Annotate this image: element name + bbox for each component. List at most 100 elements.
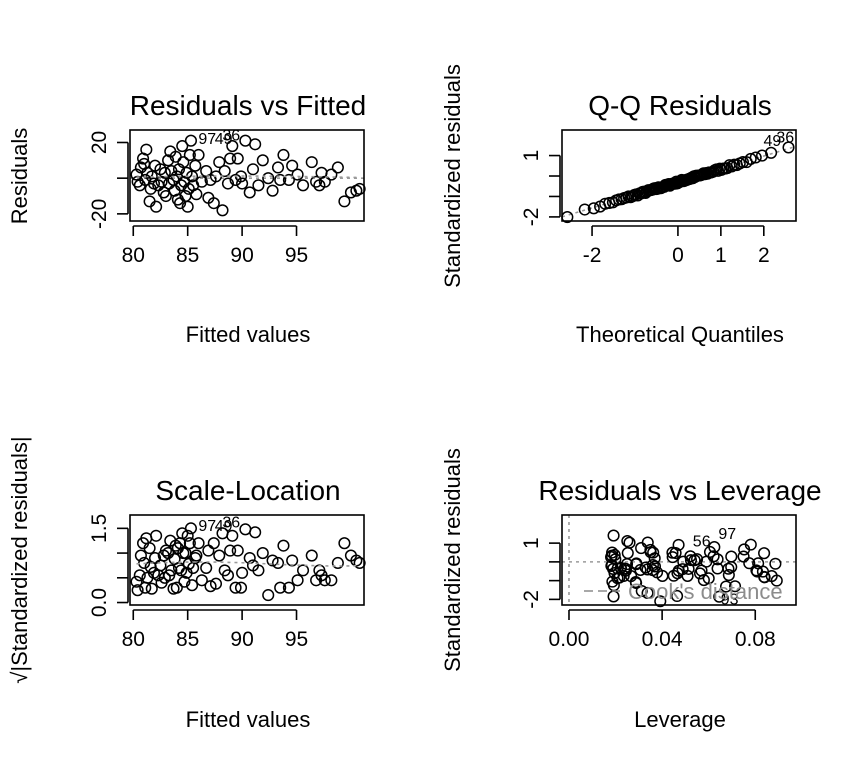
data-point bbox=[190, 188, 203, 201]
chart-title: Residuals vs Leverage bbox=[538, 475, 821, 506]
data-point bbox=[282, 581, 295, 594]
data-point bbox=[226, 529, 239, 542]
data-point bbox=[195, 574, 208, 587]
y-tick-label: 1 bbox=[520, 150, 543, 162]
data-point bbox=[607, 562, 620, 576]
data-point bbox=[131, 584, 144, 597]
data-point bbox=[286, 159, 299, 172]
data-point bbox=[159, 189, 172, 203]
smoother-line bbox=[136, 561, 360, 567]
data-point bbox=[619, 562, 632, 575]
data-point bbox=[688, 554, 701, 567]
data-point bbox=[229, 581, 242, 594]
data-point bbox=[182, 557, 195, 571]
x-tick-label: 95 bbox=[285, 244, 308, 267]
data-point bbox=[697, 574, 710, 587]
data-point bbox=[252, 179, 265, 192]
data-point bbox=[202, 544, 215, 557]
data-point bbox=[750, 564, 763, 577]
data-point bbox=[621, 534, 634, 548]
data-point bbox=[184, 522, 197, 535]
data-point bbox=[607, 590, 620, 603]
y-axis-label: √|Standardized residuals| bbox=[7, 436, 32, 683]
data-point bbox=[236, 566, 249, 579]
data-point bbox=[185, 579, 199, 592]
y-tick-label: 20 bbox=[88, 131, 111, 154]
data-point bbox=[133, 569, 146, 582]
data-point bbox=[623, 536, 636, 549]
data-point bbox=[192, 537, 205, 550]
data-point bbox=[274, 173, 287, 187]
data-point bbox=[599, 197, 612, 210]
data-point bbox=[654, 595, 667, 608]
x-tick-label: 0.04 bbox=[642, 628, 683, 651]
data-point bbox=[213, 156, 226, 169]
data-point bbox=[681, 569, 694, 582]
data-point bbox=[338, 537, 351, 550]
point-label: 97 bbox=[198, 131, 216, 148]
y-tick-label: -20 bbox=[88, 199, 111, 229]
data-point bbox=[305, 156, 318, 169]
data-point bbox=[684, 550, 697, 563]
plot-frame bbox=[129, 129, 365, 222]
y-axis-label: Residuals bbox=[7, 128, 32, 225]
data-point bbox=[318, 574, 331, 587]
y-axis-label: Standardized residuals bbox=[440, 64, 465, 288]
data-point bbox=[226, 140, 239, 153]
data-point bbox=[224, 544, 237, 557]
data-point bbox=[606, 575, 619, 588]
x-tick-label: 80 bbox=[122, 628, 145, 651]
data-point bbox=[630, 576, 643, 590]
data-point bbox=[713, 590, 726, 603]
data-point bbox=[134, 549, 147, 562]
data-point bbox=[711, 562, 724, 575]
data-point bbox=[758, 547, 771, 560]
data-point bbox=[605, 549, 618, 562]
x-tick-label: 2 bbox=[758, 244, 770, 267]
data-point bbox=[207, 537, 220, 550]
data-point bbox=[209, 577, 223, 590]
point-label: 97 bbox=[198, 518, 216, 535]
data-points bbox=[605, 529, 783, 608]
data-point bbox=[239, 134, 252, 147]
data-point bbox=[221, 177, 235, 190]
data-point bbox=[274, 581, 287, 594]
data-point bbox=[291, 574, 304, 587]
data-point bbox=[325, 168, 338, 181]
data-point bbox=[769, 557, 782, 570]
data-point bbox=[725, 160, 738, 173]
x-tick-label: 85 bbox=[176, 628, 199, 651]
data-point bbox=[177, 156, 190, 169]
data-point bbox=[646, 559, 659, 572]
data-point bbox=[684, 554, 698, 567]
data-point bbox=[234, 581, 248, 594]
data-point bbox=[770, 574, 783, 587]
y-tick-label: 0.0 bbox=[88, 588, 111, 617]
data-point bbox=[216, 204, 229, 217]
data-point bbox=[669, 546, 682, 560]
point-label: 36 bbox=[222, 127, 240, 144]
x-tick-label: 90 bbox=[230, 244, 253, 267]
x-tick-label: 95 bbox=[285, 628, 308, 651]
smoother-line bbox=[136, 175, 360, 179]
chart-title: Scale-Location bbox=[155, 475, 340, 506]
data-point bbox=[749, 151, 762, 164]
y-tick-label: 1.5 bbox=[88, 514, 111, 543]
x-axis-label: Fitted values bbox=[186, 707, 311, 732]
point-label: 49 bbox=[215, 131, 233, 148]
data-point bbox=[286, 554, 299, 567]
point-label: 93 bbox=[721, 591, 739, 608]
data-point bbox=[719, 580, 733, 593]
data-point bbox=[236, 177, 249, 190]
data-point bbox=[648, 560, 662, 573]
data-point bbox=[252, 564, 265, 577]
data-point bbox=[158, 166, 171, 179]
x-axis-label: Leverage bbox=[634, 707, 726, 732]
data-point bbox=[184, 134, 197, 147]
data-point bbox=[728, 580, 742, 593]
data-point bbox=[297, 179, 310, 192]
x-axis-label: Theoretical Quantiles bbox=[576, 322, 784, 347]
data-point bbox=[246, 163, 260, 176]
data-point bbox=[154, 559, 167, 572]
